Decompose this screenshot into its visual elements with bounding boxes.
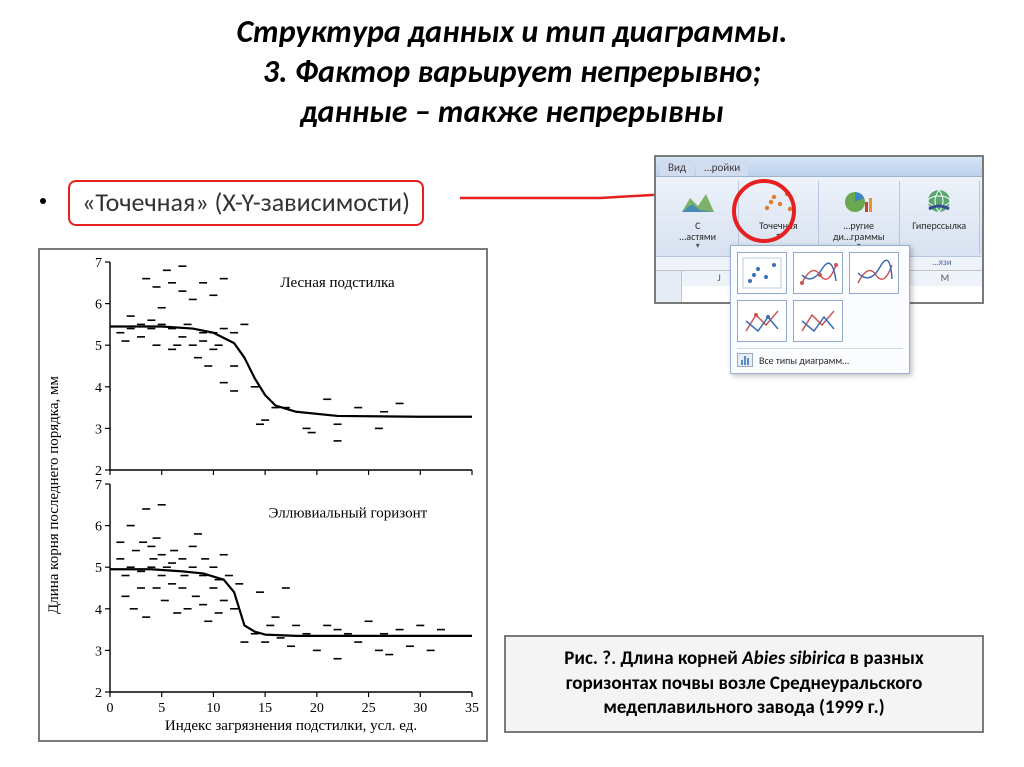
- svg-text:25: 25: [362, 701, 376, 716]
- ribbon-tab-other[interactable]: …ройки: [696, 159, 748, 176]
- svg-text:3: 3: [95, 644, 102, 659]
- ribbon-body: С…астями▾ Точечная▾ …ругиед: [656, 177, 982, 256]
- scatter-chart-icon: [758, 185, 798, 219]
- svg-text:Индекс загрязнения подстилки,: Индекс загрязнения подстилки, усл. ед.: [165, 718, 417, 734]
- hyperlink-icon: [919, 185, 959, 219]
- ribbon-btn-scatter[interactable]: Точечная▾: [739, 181, 820, 254]
- bar-mini-icon: [737, 353, 753, 367]
- svg-text:5: 5: [95, 561, 102, 576]
- svg-text:30: 30: [413, 701, 427, 716]
- ribbon-tab-view[interactable]: Вид: [660, 159, 694, 176]
- other-charts-icon: [839, 185, 879, 219]
- ribbon-group-label-right: …язи: [902, 257, 982, 270]
- area-chart-icon: [678, 185, 718, 219]
- svg-text:35: 35: [465, 701, 479, 716]
- slide-title: Структура данных и тип диаграммы. 3. Фак…: [0, 0, 1024, 136]
- scatter-dropdown-menu: Все типы диаграмм…: [730, 245, 910, 374]
- ribbon-btn-other-charts[interactable]: …ругиеди…граммы▾: [819, 181, 900, 254]
- ribbon-btn-area[interactable]: С…астями▾: [658, 181, 739, 254]
- svg-text:Длина корня последнего порядка: Длина корня последнего порядка, мм: [46, 375, 62, 614]
- svg-text:7: 7: [95, 478, 102, 493]
- svg-text:4: 4: [95, 603, 102, 618]
- title-line-3: данные – также непрерывны: [40, 92, 984, 132]
- scatter-option-markers[interactable]: [737, 252, 787, 294]
- title-line-2: 3. Фактор варьирует непрерывно;: [40, 52, 984, 92]
- svg-text:15: 15: [258, 701, 272, 716]
- svg-text:5: 5: [158, 701, 165, 716]
- svg-text:2: 2: [95, 464, 102, 479]
- caption-species: Abies sibirica: [742, 647, 845, 670]
- scatter-option-smooth[interactable]: [849, 252, 899, 294]
- scatter-option-lines-markers[interactable]: [737, 300, 787, 342]
- svg-text:Эллювиальный горизонт: Эллювиальный горизонт: [269, 505, 428, 521]
- caption-prefix: Рис. ?. Длина корней: [564, 647, 742, 670]
- svg-text:5: 5: [95, 339, 102, 354]
- svg-text:2: 2: [95, 686, 102, 701]
- title-line-1: Структура данных и тип диаграммы.: [40, 12, 984, 52]
- svg-text:3: 3: [95, 422, 102, 437]
- bullet-marker: [40, 198, 46, 204]
- svg-text:10: 10: [206, 701, 220, 716]
- svg-text:6: 6: [95, 520, 102, 535]
- bullet-scatter-label: «Точечная» (X-Y-зависимости): [68, 180, 424, 226]
- svg-text:Лесная подстилка: Лесная подстилка: [280, 275, 395, 291]
- svg-text:4: 4: [95, 381, 102, 396]
- scatter-option-smooth-markers[interactable]: [793, 252, 843, 294]
- svg-text:7: 7: [95, 256, 102, 271]
- all-chart-types-item[interactable]: Все типы диаграмм…: [737, 348, 903, 367]
- bullet-row: «Точечная» (X-Y-зависимости): [40, 180, 424, 226]
- figure-caption: Рис. ?. Длина корней Abies sibirica в ра…: [504, 635, 984, 733]
- svg-text:20: 20: [310, 701, 324, 716]
- svg-text:6: 6: [95, 298, 102, 313]
- scatter-figure: Длина корня последнего порядка, мм 2 3 4 5 6 7…: [38, 248, 488, 742]
- ribbon-btn-hyperlink[interactable]: Гиперссылка: [900, 181, 981, 254]
- excel-ribbon-panel: Вид …ройки С…астями▾ Точечная▾: [654, 155, 984, 304]
- ribbon-tabs: Вид …ройки: [656, 157, 982, 177]
- col-hdr-m[interactable]: M: [908, 271, 982, 286]
- scatter-option-lines[interactable]: [793, 300, 843, 342]
- svg-text:0: 0: [107, 701, 114, 716]
